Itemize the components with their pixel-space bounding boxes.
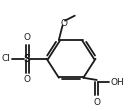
Text: OH: OH	[110, 78, 124, 87]
Text: O: O	[93, 97, 100, 106]
Text: O: O	[24, 75, 31, 84]
Text: O: O	[60, 19, 67, 28]
Text: O: O	[24, 33, 31, 42]
Text: S: S	[24, 54, 31, 64]
Text: Cl: Cl	[2, 54, 11, 63]
